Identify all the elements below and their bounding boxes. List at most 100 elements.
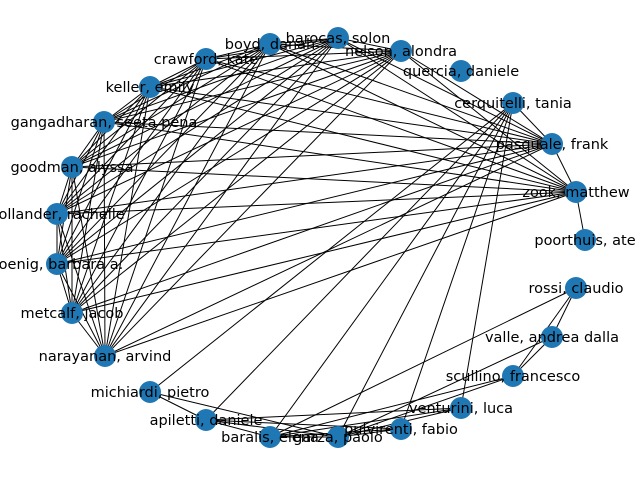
node-label-cerquitelli: cerquitelli, tania (454, 96, 572, 112)
node-label-metcalf: metcalf, jacob (21, 306, 124, 322)
edge-koenig-zook (56, 191, 577, 265)
edge-boyd-narayanan (104, 43, 271, 357)
edge-metcalf-nelson (71, 50, 402, 314)
edge-gangadharan-koenig (56, 121, 105, 265)
edge-gangadharan-barocas (103, 37, 339, 123)
node-garza (327, 426, 349, 448)
node-pasquale (541, 133, 563, 155)
node-label-scullino: scullino, francesco (446, 369, 581, 385)
node-label-valle: valle, andrea dalla (485, 330, 619, 346)
node-label-gangadharan: gangadharan, seeta pena (11, 115, 198, 131)
edge-venturini-apiletti (205, 407, 462, 421)
edge-goodman-pasquale (71, 143, 553, 168)
node-pulvirenti (390, 418, 412, 440)
node-zook (565, 181, 587, 203)
edge-boyd-koenig (56, 43, 271, 265)
edge-hollander-narayanan (56, 213, 106, 357)
node-crawford (195, 48, 217, 70)
node-label-koenig: koenig, barbara a. (0, 257, 123, 273)
node-hollander (46, 203, 68, 225)
node-barocas (327, 27, 349, 49)
edge-goodman-narayanan (71, 166, 106, 357)
node-metcalf (61, 302, 83, 324)
edge-pulvirenti-apiletti (205, 419, 402, 430)
edge-boyd-gangadharan (103, 43, 271, 123)
edge-nelson-zook (400, 50, 577, 193)
node-label-nelson: nelson, alondra (345, 44, 457, 60)
node-keller (139, 76, 161, 98)
edge-hollander-pasquale (56, 143, 553, 215)
node-quercia (450, 60, 472, 82)
edge-gangadharan-zook (103, 121, 577, 193)
edge-crawford-narayanan (104, 58, 207, 357)
edge-crawford-goodman (71, 58, 207, 168)
edge-scullino-garza (337, 375, 514, 438)
edge-boyd-zook (269, 43, 577, 193)
node-venturini (450, 397, 472, 419)
node-label-pulvirenti: pulvirenti, fabio (344, 422, 458, 438)
node-label-michiardi: michiardi, pietro (91, 385, 210, 401)
node-valle (541, 326, 563, 348)
edge-keller-narayanan (104, 86, 151, 357)
edge-boyd-barocas (269, 37, 339, 45)
edge-metcalf-barocas (71, 37, 339, 314)
node-label-pasquale: pasquale, frank (496, 137, 609, 153)
node-label-boyd: boyd, danah (225, 37, 315, 53)
node-nelson (390, 40, 412, 62)
node-scullino (502, 365, 524, 387)
edge-keller-nelson (149, 50, 402, 88)
node-goodman (61, 156, 83, 178)
node-label-hollander: hollander, rachelle (0, 207, 125, 223)
node-label-goodman: goodman, alyssa (10, 160, 133, 176)
node-label-keller: keller, emily (106, 80, 195, 96)
node-gangadharan (93, 111, 115, 133)
edge-hollander-nelson (56, 50, 402, 215)
node-label-quercia: quercia, daniele (403, 64, 519, 80)
node-label-venturini: venturini, luca (409, 401, 513, 417)
node-rossi (565, 277, 587, 299)
edge-cerquitelli-baralis (269, 102, 514, 438)
edge-boyd-hollander (56, 43, 271, 215)
edge-baralis-apiletti (205, 419, 271, 438)
edge-keller-zook (149, 86, 577, 193)
node-apiletti (195, 409, 217, 431)
node-label-narayanan: narayanan, arvind (39, 349, 172, 365)
edge-metcalf-pasquale (71, 143, 553, 314)
edge-keller-metcalf (71, 86, 151, 314)
edge-cerquitelli-garza (337, 102, 514, 438)
edge-narayanan-barocas (104, 37, 339, 357)
node-label-baralis: baralis, elena (221, 430, 319, 446)
edge-goodman-barocas (71, 37, 339, 168)
edge-barocas-zook (337, 37, 577, 193)
node-baralis (259, 426, 281, 448)
edge-crawford-metcalf (71, 58, 207, 314)
edge-gangadharan-nelson (103, 50, 402, 123)
edge-narayanan-zook (104, 191, 577, 357)
node-narayanan (94, 345, 116, 367)
node-label-crawford: crawford, kate (154, 52, 258, 68)
node-label-rossi: rossi, claudio (528, 281, 623, 297)
edge-rossi-baralis (269, 287, 577, 438)
edge-cerquitelli-pulvirenti (400, 102, 514, 430)
edge-crawford-koenig (56, 58, 207, 265)
edge-crawford-zook (205, 58, 577, 193)
edge-barocas-pasquale (337, 37, 553, 145)
node-boyd (259, 33, 281, 55)
edge-koenig-nelson (56, 50, 402, 265)
edge-koenig-pasquale (56, 143, 553, 265)
node-label-barocas: barocas, solon (286, 31, 391, 47)
node-cerquitelli (502, 92, 524, 114)
edge-keller-barocas (149, 37, 339, 88)
edges-layer (56, 37, 586, 438)
edge-cerquitelli-venturini (460, 102, 514, 409)
node-label-apiletti: apiletti, daniele (150, 413, 263, 429)
edge-gangadharan-narayanan (103, 121, 106, 357)
edge-scullino-baralis (269, 375, 514, 438)
edge-goodman-nelson (71, 50, 402, 168)
node-label-garza: garza, paolo (293, 430, 383, 446)
node-label-zook: zook, matthew (522, 185, 629, 201)
edge-nelson-pasquale (400, 50, 553, 145)
node-michiardi (139, 381, 161, 403)
